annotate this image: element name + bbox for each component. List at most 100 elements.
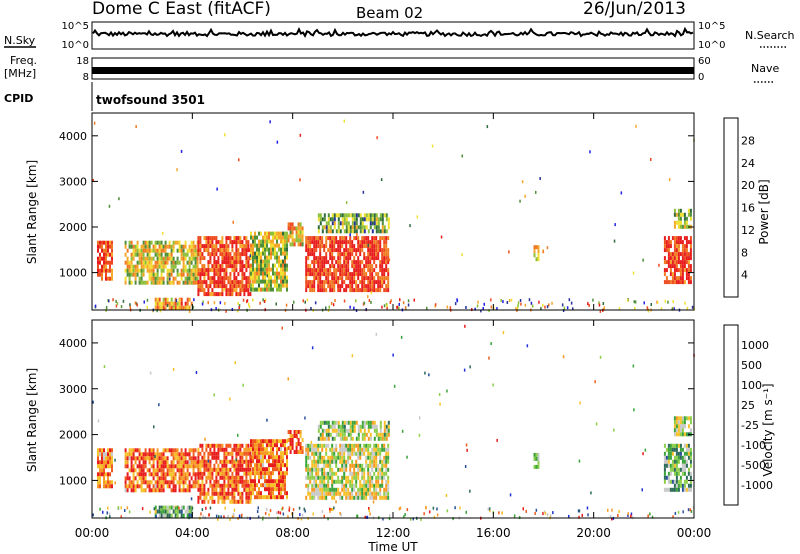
nsky-label: N.Sky [4, 34, 36, 47]
heatmap-cell-1931 [277, 510, 280, 514]
heatmap-cell-1743 [677, 428, 680, 433]
heatmap-cell-969 [305, 280, 308, 285]
heatmap-cell-1752 [681, 424, 684, 429]
heatmap-cell-1888 [418, 416, 421, 420]
heatmap-cell-684 [249, 467, 252, 472]
heatmap-cell-383 [197, 471, 200, 476]
heatmap-cell-821 [270, 463, 272, 468]
heatmap-cell-905 [284, 439, 286, 444]
heatmap-cell-789 [264, 487, 266, 492]
heatmap-cell-1001 [313, 443, 316, 448]
heatmap-cell-1152 [339, 244, 342, 249]
heatmap-cell-317 [186, 260, 189, 265]
heatmap-cell-811 [268, 479, 270, 484]
heatmap-cell-1344 [373, 236, 376, 241]
heatmap-cell-1450 [335, 428, 338, 433]
heatmap-cell-1295 [365, 236, 368, 241]
heatmap-cell-267 [172, 248, 175, 253]
heatmap-cell-464 [211, 495, 214, 500]
heatmap-cell-522 [223, 252, 226, 257]
heatmap-cell-1388 [381, 248, 384, 253]
heatmap-cell-1204 [349, 483, 352, 488]
heatmap-cell-1794 [328, 305, 330, 309]
heatmap-cell-370 [194, 476, 197, 481]
heatmap-cell-1920 [508, 299, 511, 302]
heatmap-cell-1692 [677, 252, 680, 257]
heatmap-cell-346 [188, 472, 191, 477]
heatmap-cell-1803 [641, 488, 643, 492]
heatmap-cell-135 [142, 248, 145, 253]
heatmap-cell-1448 [333, 436, 336, 441]
heatmap-cell-1073 [323, 288, 326, 293]
heatmap-cell-574 [231, 475, 234, 480]
heatmap-cell-2005 [671, 307, 673, 311]
heatmap-cell-666 [247, 264, 250, 269]
heatmap-cell-1648 [673, 447, 676, 452]
heatmap-cell-546 [225, 491, 228, 496]
heatmap-cell-963 [305, 459, 308, 464]
heatmap-cell-493 [217, 467, 220, 472]
heatmap-cell-1887 [611, 517, 613, 521]
heatmap-cell-460 [213, 244, 216, 249]
heatmap-cell-139 [140, 484, 143, 489]
heatmap-cell-866 [278, 447, 280, 452]
heatmap-cell-1932 [292, 508, 295, 512]
heatmap-cell-1408 [387, 459, 390, 464]
heatmap-cell-287 [176, 448, 179, 453]
heatmap-cell-1026 [315, 276, 318, 281]
heatmap-cell-1541 [385, 436, 388, 441]
heatmap-cell-1440 [321, 217, 324, 222]
heatmap-cell-623 [239, 284, 242, 289]
heatmap-cell-1729 [689, 487, 692, 492]
heatmap-cell-2008 [386, 306, 388, 310]
heatmap-cell-1779 [685, 220, 688, 225]
heatmap-cell-512 [221, 260, 224, 265]
heatmap-cell-1078 [325, 256, 328, 261]
heatmap-cell-1650 [669, 252, 672, 257]
heatmap-cell-1911 [672, 300, 674, 304]
heatmap-cell-1628 [667, 479, 670, 484]
heatmap-cell-658 [245, 471, 248, 476]
heatmap-cell-1121 [333, 471, 336, 476]
heatmap-cell-102 [132, 456, 135, 461]
heatmap-cell-1020 [315, 244, 318, 249]
heatmap-cell-1381 [381, 495, 384, 500]
heatmap-cell-1221 [353, 451, 356, 456]
heatmap-cell-170 [148, 480, 151, 485]
heatmap-cell-1852 [208, 513, 210, 517]
heatmap-cell-1759 [685, 416, 688, 421]
heatmap-cell-1387 [383, 471, 386, 476]
heatmap-cell-578 [231, 491, 234, 496]
heatmap-cell-143 [144, 240, 147, 245]
heatmap-cell-1844 [329, 507, 331, 511]
heatmap-cell-919 [286, 455, 288, 460]
heatmap-cell-639 [241, 483, 244, 488]
heatmap-cell-289 [176, 456, 179, 461]
heatmap-cell-1279 [363, 487, 366, 492]
heatmap-cell-1173 [343, 236, 346, 241]
heatmap-cell-169 [150, 240, 153, 245]
heatmap-cell-103 [134, 264, 137, 269]
heatmap-cell-176 [150, 276, 153, 281]
heatmap-cell-1897 [404, 306, 407, 310]
heatmap-cell-1577 [176, 513, 179, 518]
heatmap-cell-1222 [351, 260, 354, 265]
heatmap-cell-621 [239, 451, 242, 456]
heatmap-cell-357 [194, 268, 197, 273]
heatmap-cell-913 [284, 483, 286, 488]
heatmap-cell-488 [217, 443, 220, 448]
heatmap-cell-1741 [677, 420, 680, 425]
heatmap-cell-227 [162, 256, 165, 261]
heatmap-cell-408 [203, 264, 206, 269]
heatmap-cell-1071 [323, 487, 326, 492]
heatmap-cell-598 [235, 268, 238, 273]
heatmap-cell-37 [105, 460, 107, 465]
heatmap-cell-1855 [312, 512, 314, 516]
heatmap-cell-1146 [339, 459, 342, 464]
heatmap-cell-230 [162, 460, 165, 465]
heatmap-cell-764 [260, 475, 262, 480]
heatmap-cell-1616 [533, 253, 536, 258]
heatmap-cell-1320 [371, 463, 374, 468]
heatmap-cell-861 [276, 479, 278, 484]
heatmap-cell-1065 [323, 248, 326, 253]
